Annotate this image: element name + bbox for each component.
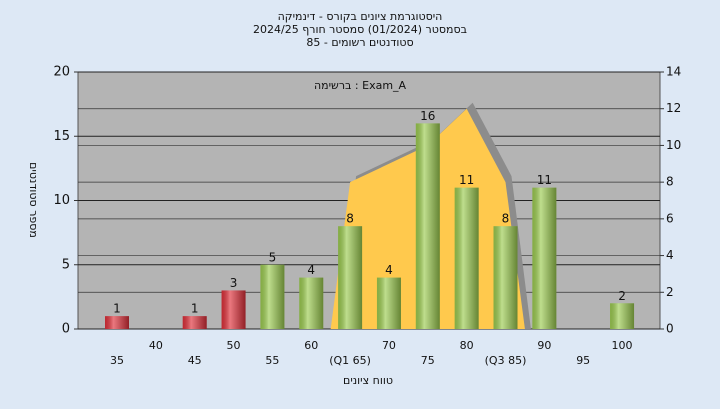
x-tick-label: 35 [110,354,124,367]
x-axis-label: טווח ציונים [343,374,393,387]
bar-shade [532,187,557,329]
y-tick-label: 5 [62,257,70,272]
data-label: 4 [307,263,315,277]
y-tick-label: 20 [53,65,70,80]
x-tick-label: 40 [149,339,163,352]
y-tick-label: 15 [53,129,70,144]
subtitle: בסמסטר (01/2024) סמסטר חורף 2024/25 [253,23,467,36]
data-label: 3 [230,276,238,290]
data-label: 1 [191,302,199,316]
y2-tick-label: 14 [666,65,681,79]
bar-shade [493,226,518,329]
x-tick-label: 75 [421,354,435,367]
data-label: 16 [420,109,435,123]
x-tick-label: 100 [612,339,633,352]
y-axis-label: מספר סטודנטים [27,162,40,238]
bar-shade [376,277,401,329]
y2-tick-label: 6 [666,211,674,225]
x-tick-label: (Q1 65) [329,354,371,367]
chart-title: היסטוגרמת ציונים בקורס - דינמיקה [278,10,443,23]
x-tick-label: 55 [265,354,279,367]
x-tick-label: 60 [304,339,318,352]
x-tick-label: 45 [188,354,202,367]
bar-shade [610,303,635,329]
bar-shade [299,277,324,329]
bar-shade [454,187,479,329]
x-tick-label: 95 [576,354,590,367]
data-label: 5 [269,250,277,264]
y2-tick-label: 8 [666,175,674,189]
x-tick-label: 80 [460,339,474,352]
annotation: ברשימה : Exam_A [314,79,407,92]
y2-tick-label: 4 [666,248,674,262]
y2-tick-label: 12 [666,101,681,115]
x-tick-label: (Q3 85) [485,354,527,367]
bar-shade [105,316,129,329]
x-tick-label: 70 [382,339,396,352]
data-label: 4 [385,263,393,277]
data-label: 2 [618,289,626,303]
subtitle: סטודנטים רשומים - 85 [306,36,413,49]
bar-shade [182,316,207,329]
y2-tick-label: 2 [666,285,674,299]
y2-tick-label: 10 [666,138,681,152]
y-tick-label: 10 [53,193,70,208]
y-tick-label: 0 [62,322,70,337]
bar-shade [260,264,285,329]
data-label: 11 [459,173,474,187]
data-label: 11 [537,173,552,187]
data-label: 1 [113,302,121,316]
x-tick-label: 90 [537,339,551,352]
y2-tick-label: 0 [666,322,674,336]
data-label: 8 [346,212,354,226]
x-tick-label: 50 [227,339,241,352]
data-label: 8 [502,212,510,226]
bar-shade [415,123,440,330]
bar-shade [221,290,246,329]
bar-shade [338,226,363,329]
